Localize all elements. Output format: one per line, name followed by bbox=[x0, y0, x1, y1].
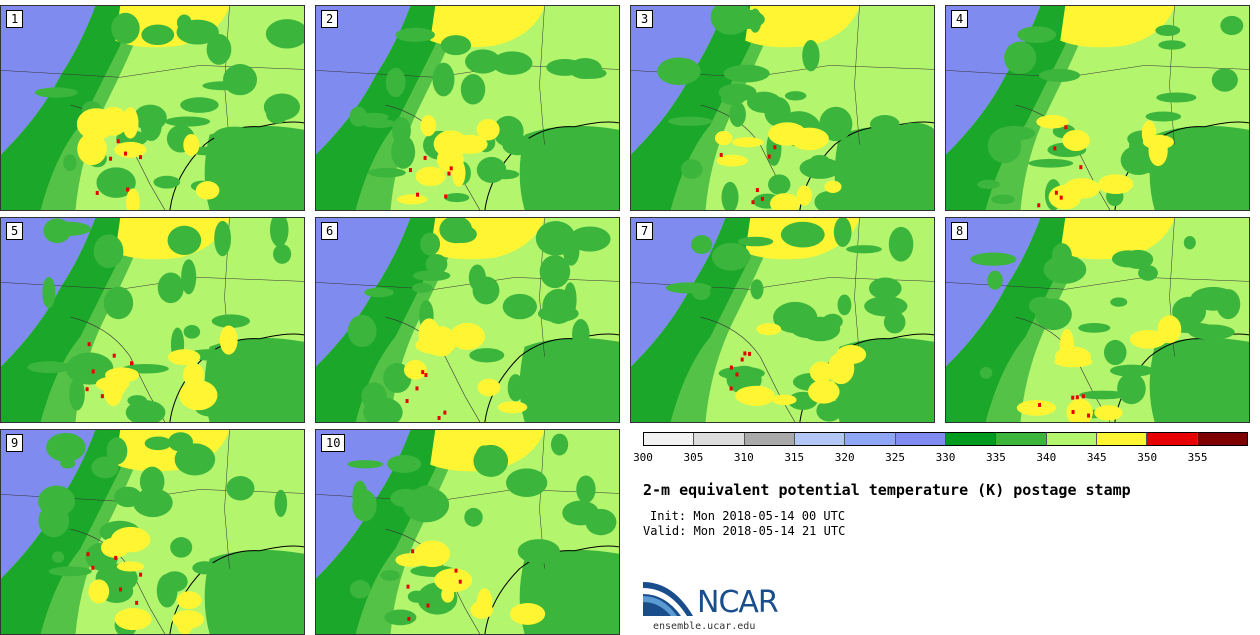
colorbar-tick: 300 bbox=[633, 451, 653, 464]
colorbar-bin-4 bbox=[845, 433, 896, 445]
colorbar-tick: 335 bbox=[985, 451, 1006, 464]
colorbar-bin-9 bbox=[1096, 433, 1148, 445]
colorbar-tick: 350 bbox=[1137, 451, 1158, 464]
colorbar-tick: 355 bbox=[1187, 451, 1208, 464]
map-field bbox=[1, 218, 304, 422]
panel-label: 10 bbox=[321, 434, 346, 452]
stamp-panel-2: 2 bbox=[315, 5, 620, 211]
colorbar-tick: 325 bbox=[885, 451, 906, 464]
map-field bbox=[316, 6, 619, 210]
colorbar-bin-0 bbox=[644, 433, 695, 445]
panel-label: 1 bbox=[6, 10, 24, 28]
stamp-panel-10: 10 bbox=[315, 429, 620, 635]
logo-text: NCAR bbox=[697, 585, 779, 620]
colorbar bbox=[643, 432, 1248, 446]
panel-label: 2 bbox=[321, 10, 339, 28]
colorbar-bin-5 bbox=[895, 433, 946, 445]
colorbar-bin-1 bbox=[694, 433, 745, 445]
ncar-logo-icon bbox=[643, 582, 693, 616]
colorbar-bin-2 bbox=[744, 433, 795, 445]
colorbar-bin-7 bbox=[996, 433, 1047, 445]
colorbar-ticks: 300 305 310 315 320 325 330 335 340 345 350 355 bbox=[633, 451, 1248, 465]
panel-label: 4 bbox=[951, 10, 969, 28]
panel-label: 7 bbox=[636, 222, 654, 240]
init-time: Init: Mon 2018-05-14 00 UTC bbox=[650, 509, 846, 523]
colorbar-tick: 345 bbox=[1086, 451, 1107, 464]
figure-title: 2-m equivalent potential temperature (K)… bbox=[643, 481, 1131, 499]
panel-label: 3 bbox=[636, 10, 654, 28]
colorbar-bin-8 bbox=[1046, 433, 1097, 445]
panel-label: 6 bbox=[321, 222, 339, 240]
colorbar-bin-10 bbox=[1147, 433, 1198, 445]
map-field bbox=[1, 6, 304, 210]
colorbar-tick: 320 bbox=[834, 451, 855, 464]
stamp-panel-6: 6 bbox=[315, 217, 620, 423]
map-field bbox=[946, 218, 1249, 422]
stamp-panel-4: 4 bbox=[945, 5, 1250, 211]
map-field bbox=[631, 218, 934, 422]
map-field bbox=[316, 218, 619, 422]
colorbar-tick: 310 bbox=[733, 451, 754, 464]
stamp-panel-7: 7 bbox=[630, 217, 935, 423]
colorbar-bin-6 bbox=[945, 433, 997, 445]
map-field bbox=[631, 6, 934, 210]
colorbar-bin-11 bbox=[1197, 433, 1247, 445]
valid-time: Valid: Mon 2018-05-14 21 UTC bbox=[643, 524, 846, 538]
stamp-panel-1: 1 bbox=[0, 5, 305, 211]
panel-label: 8 bbox=[951, 222, 969, 240]
map-field bbox=[316, 430, 619, 634]
stamp-panel-8: 8 bbox=[945, 217, 1250, 423]
colorbar-tick: 305 bbox=[683, 451, 704, 464]
panel-label: 9 bbox=[6, 434, 24, 452]
colorbar-tick: 340 bbox=[1036, 451, 1057, 464]
stamp-panel-5: 5 bbox=[0, 217, 305, 423]
stamp-panel-3: 3 bbox=[630, 5, 935, 211]
stamp-panel-9: 9 bbox=[0, 429, 305, 635]
colorbar-tick: 315 bbox=[784, 451, 805, 464]
colorbar-bin-3 bbox=[794, 433, 846, 445]
logo-url: ensemble.ucar.edu bbox=[653, 621, 756, 632]
map-field bbox=[1, 430, 304, 634]
panel-label: 5 bbox=[6, 222, 24, 240]
colorbar-tick: 330 bbox=[935, 451, 956, 464]
map-field bbox=[946, 6, 1249, 210]
